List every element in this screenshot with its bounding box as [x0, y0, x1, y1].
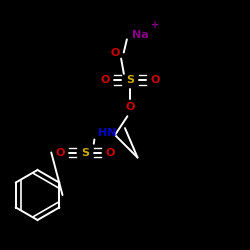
Text: S: S [81, 148, 89, 158]
Text: O: O [100, 75, 110, 85]
Text: O: O [55, 148, 65, 158]
Text: O: O [110, 48, 120, 58]
Text: O: O [125, 102, 135, 113]
Text: O: O [150, 75, 160, 85]
Text: O: O [105, 148, 115, 158]
Text: S: S [126, 75, 134, 85]
Text: +: + [151, 20, 159, 30]
Text: Na: Na [132, 30, 148, 40]
Text: HN: HN [98, 128, 117, 138]
